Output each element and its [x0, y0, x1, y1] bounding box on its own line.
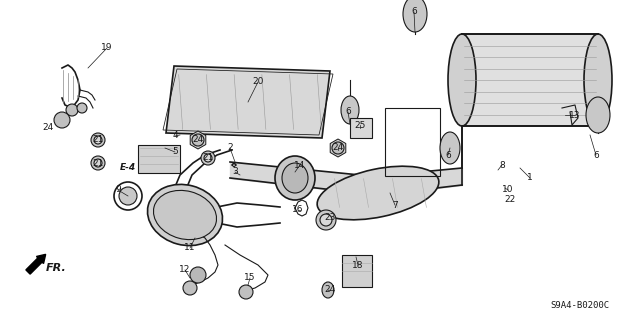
Text: 21: 21	[92, 159, 104, 167]
Ellipse shape	[66, 104, 78, 116]
Ellipse shape	[282, 163, 308, 193]
Ellipse shape	[154, 190, 216, 240]
Text: FR.: FR.	[46, 263, 67, 273]
Text: 24: 24	[42, 123, 54, 132]
Text: 24: 24	[324, 286, 335, 294]
Ellipse shape	[316, 210, 336, 230]
Ellipse shape	[320, 214, 332, 226]
Ellipse shape	[322, 282, 334, 298]
Text: 22: 22	[504, 196, 516, 204]
Text: 13: 13	[569, 110, 580, 120]
Ellipse shape	[190, 267, 206, 283]
Text: 23: 23	[324, 213, 336, 222]
Text: 1: 1	[527, 174, 533, 182]
Ellipse shape	[91, 133, 105, 147]
Ellipse shape	[94, 136, 102, 144]
Ellipse shape	[317, 166, 439, 220]
Text: S9A4-B0200C: S9A4-B0200C	[550, 300, 609, 309]
Text: 24: 24	[193, 136, 204, 145]
Ellipse shape	[586, 97, 610, 133]
Text: 6: 6	[345, 108, 351, 116]
Text: 6: 6	[445, 151, 451, 160]
Text: 21: 21	[92, 136, 104, 145]
Ellipse shape	[54, 112, 70, 128]
Ellipse shape	[192, 134, 204, 146]
Bar	[342, 255, 372, 287]
Ellipse shape	[448, 34, 476, 126]
Text: E-4: E-4	[120, 164, 136, 173]
Text: 2: 2	[227, 144, 233, 152]
Text: 20: 20	[252, 78, 264, 86]
Text: 19: 19	[101, 43, 113, 53]
Text: 8: 8	[499, 160, 505, 169]
Ellipse shape	[239, 285, 253, 299]
Ellipse shape	[183, 281, 197, 295]
Ellipse shape	[275, 156, 315, 200]
Ellipse shape	[94, 159, 102, 167]
Text: 7: 7	[392, 201, 398, 210]
Ellipse shape	[332, 142, 344, 154]
FancyArrow shape	[26, 254, 45, 274]
Ellipse shape	[147, 184, 223, 246]
Bar	[462, 34, 598, 126]
Text: 12: 12	[179, 265, 191, 275]
Ellipse shape	[91, 156, 105, 170]
Ellipse shape	[204, 154, 212, 162]
Text: 16: 16	[292, 205, 304, 214]
Bar	[350, 118, 372, 138]
Text: 5: 5	[172, 147, 178, 157]
Ellipse shape	[201, 151, 215, 165]
Text: 11: 11	[184, 243, 196, 253]
Bar	[385, 108, 440, 176]
Text: 6: 6	[411, 8, 417, 17]
Polygon shape	[166, 66, 330, 138]
Text: 10: 10	[502, 186, 514, 195]
Text: 18: 18	[352, 261, 364, 270]
Text: 15: 15	[244, 273, 256, 283]
Text: 25: 25	[355, 121, 365, 130]
Ellipse shape	[77, 103, 87, 113]
Text: 4: 4	[172, 131, 178, 140]
Text: 14: 14	[294, 160, 306, 169]
Text: 21: 21	[202, 153, 214, 162]
Ellipse shape	[403, 0, 427, 32]
Ellipse shape	[341, 96, 359, 124]
Ellipse shape	[440, 132, 460, 164]
Text: 6: 6	[593, 151, 599, 160]
Bar	[138, 145, 180, 173]
Text: 3: 3	[232, 167, 238, 176]
Text: 24: 24	[332, 144, 344, 152]
Text: 9: 9	[115, 186, 121, 195]
Ellipse shape	[119, 187, 137, 205]
Ellipse shape	[584, 34, 612, 126]
